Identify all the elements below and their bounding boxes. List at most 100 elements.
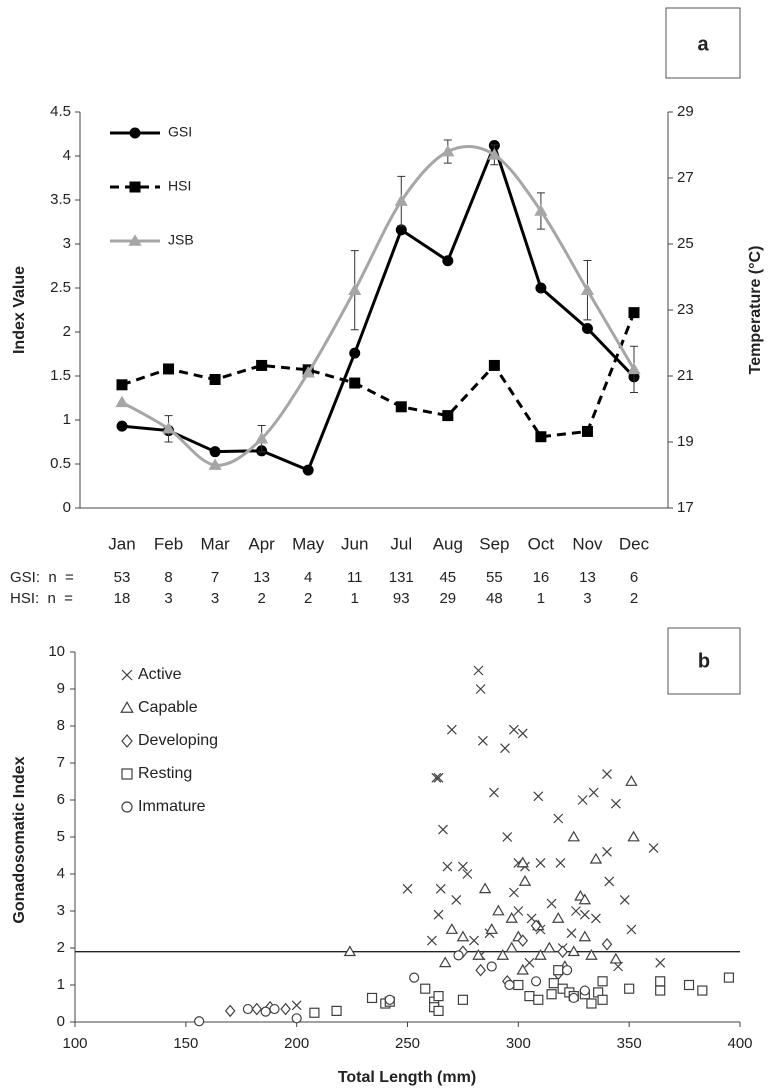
panel-label: b (698, 650, 710, 672)
point (513, 979, 524, 991)
y2-axis-title: Temperature (°C) (747, 246, 764, 375)
sample-size: 53 (114, 569, 131, 586)
point (566, 928, 577, 939)
point (581, 322, 593, 334)
point (504, 979, 515, 991)
sample-size: 1 (537, 590, 545, 607)
point (655, 985, 666, 996)
point (648, 843, 659, 854)
point (561, 965, 573, 976)
point (513, 906, 524, 916)
point (446, 724, 457, 735)
point (602, 846, 612, 857)
point (578, 893, 592, 905)
point (438, 824, 448, 835)
sample-size: 3 (211, 590, 219, 607)
point (624, 983, 635, 994)
point (457, 861, 468, 872)
y-tick-label: 2 (57, 939, 65, 956)
point (553, 813, 564, 824)
point (442, 255, 454, 267)
y2-tick-label: 17 (677, 499, 694, 516)
y-tick-label: 4.5 (50, 103, 71, 120)
x-tick-label: 200 (284, 1035, 309, 1052)
point (524, 957, 535, 968)
y2-tick-label: 29 (677, 103, 694, 120)
point (585, 949, 598, 960)
point (577, 795, 588, 805)
point (291, 1000, 302, 1011)
x-tick-label: Jan (108, 534, 135, 553)
point (683, 979, 695, 991)
point (553, 965, 564, 976)
x-tick-label: Apr (248, 534, 275, 553)
point (116, 379, 128, 391)
sample-size: 13 (253, 569, 270, 586)
point (487, 148, 501, 160)
y-axis-title: Index Value (11, 266, 28, 354)
point (433, 1005, 444, 1017)
point (302, 464, 314, 476)
y2-tick-label: 27 (677, 169, 694, 186)
point (431, 772, 442, 783)
legend-marker (121, 734, 133, 748)
point (516, 963, 529, 975)
sample-size: 13 (579, 569, 596, 586)
y-tick-label: 1 (57, 976, 65, 993)
point (586, 998, 597, 1009)
point (435, 883, 446, 894)
point (500, 743, 510, 754)
x-tick-label: Sep (479, 534, 509, 553)
point (535, 857, 546, 868)
point (161, 422, 176, 434)
legend-marker (121, 768, 133, 780)
y-tick-label: 2 (63, 323, 71, 340)
point (478, 882, 492, 894)
sample-size: 2 (257, 590, 265, 607)
point (473, 665, 484, 676)
y-tick-label: 0 (63, 499, 71, 516)
point (625, 775, 638, 786)
point (472, 949, 485, 960)
point (580, 283, 595, 295)
point (627, 830, 640, 842)
point (163, 363, 175, 375)
point (242, 1003, 253, 1015)
point (627, 362, 641, 375)
sample-size: 18 (114, 590, 131, 607)
point (420, 983, 431, 994)
point (628, 307, 640, 319)
legend-label: Active (138, 666, 182, 683)
legend-marker (120, 701, 134, 713)
legend-marker (129, 127, 141, 139)
sample-size: 7 (211, 569, 219, 586)
point (597, 976, 608, 987)
point (489, 787, 499, 798)
point (697, 985, 708, 996)
point (395, 224, 407, 236)
point (518, 875, 532, 886)
point (517, 728, 528, 739)
legend-marker (121, 669, 133, 681)
point (475, 684, 486, 694)
legend-label: Developing (138, 732, 218, 749)
sample-size: 2 (630, 590, 638, 607)
point (477, 735, 488, 746)
point (280, 1002, 291, 1016)
y-tick-label: 4 (63, 147, 71, 164)
point (442, 410, 454, 422)
point (579, 985, 590, 996)
point (208, 458, 222, 470)
point (469, 935, 479, 946)
point (601, 937, 613, 951)
point (309, 1007, 320, 1018)
sample-size: 4 (304, 569, 312, 586)
point (488, 359, 500, 371)
legend-label: Immature (138, 798, 206, 815)
point (609, 952, 623, 964)
sample-size: 3 (583, 590, 591, 607)
x-tick-label: Dec (619, 534, 650, 553)
point (723, 972, 735, 983)
